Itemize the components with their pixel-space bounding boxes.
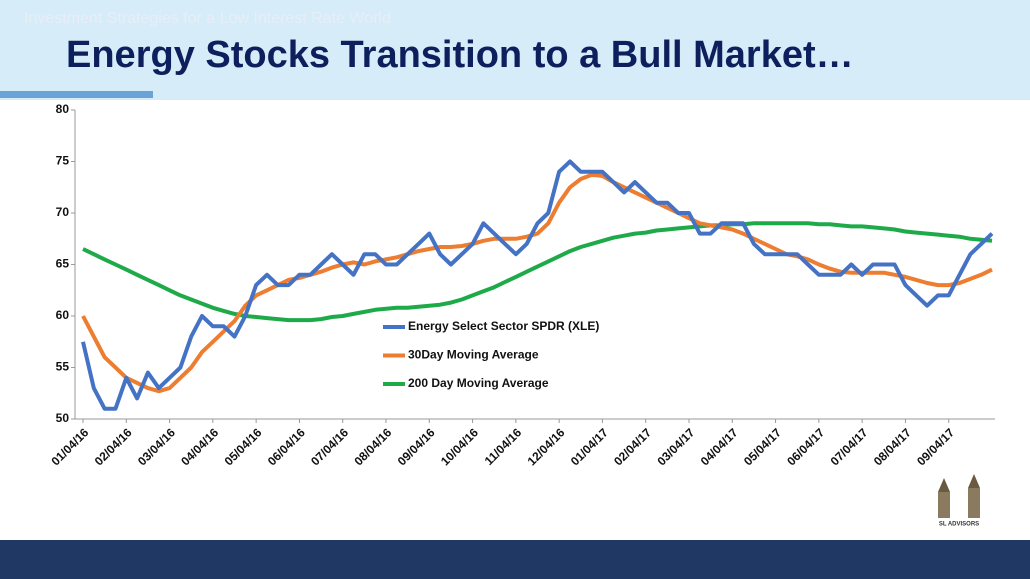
- x-tick-label: 04/04/16: [178, 425, 221, 468]
- y-tick-label: 65: [56, 257, 70, 271]
- logo-tower: [938, 492, 950, 518]
- x-tick-label: 08/04/17: [871, 425, 914, 468]
- x-tick-label: 07/04/17: [828, 425, 871, 468]
- x-tick-label: 02/04/16: [92, 425, 135, 468]
- y-tick-label: 80: [56, 102, 70, 116]
- header: [0, 0, 1030, 100]
- slide-title: Energy Stocks Transition to a Bull Marke…: [66, 34, 854, 76]
- logo-tower: [968, 488, 980, 518]
- y-tick-label: 75: [56, 154, 70, 168]
- x-tick-label: 01/04/17: [568, 425, 611, 468]
- x-tick-label: 06/04/16: [265, 425, 308, 468]
- x-tick-label: 11/04/16: [482, 425, 525, 468]
- x-tick-label: 07/04/16: [308, 425, 351, 468]
- logo-spire: [968, 474, 980, 488]
- y-tick-label: 70: [56, 205, 70, 219]
- series-line: [81, 159, 994, 411]
- x-tick-label: 09/04/16: [395, 425, 438, 468]
- y-tick-label: 55: [56, 360, 70, 374]
- x-tick-label: 12/04/16: [525, 425, 568, 468]
- y-tick-label: 50: [56, 411, 70, 425]
- legend-label: 30Day Moving Average: [408, 348, 539, 362]
- x-tick-label: 05/04/16: [222, 425, 265, 468]
- x-tick-label: 04/04/17: [698, 425, 741, 468]
- x-tick-label: 05/04/17: [741, 425, 784, 468]
- logo: SL ADVISORS: [938, 474, 980, 528]
- x-tick-label: 03/04/17: [654, 425, 697, 468]
- x-tick-label: 06/04/17: [784, 425, 827, 468]
- x-tick-label: 09/04/17: [914, 425, 957, 468]
- x-tick-label: 08/04/16: [351, 425, 394, 468]
- accent-bar: [0, 91, 153, 98]
- x-tick-label: 01/04/16: [48, 425, 91, 468]
- logo-text: SL ADVISORS: [939, 522, 979, 528]
- series-line: [81, 172, 993, 394]
- legend-label: Energy Select Sector SPDR (XLE): [408, 319, 599, 333]
- series-line: [82, 221, 993, 323]
- footer: [0, 540, 1030, 579]
- x-tick-label: 02/04/17: [611, 425, 654, 468]
- logo-spire: [938, 478, 950, 492]
- x-tick-label: 10/04/16: [438, 425, 481, 468]
- y-tick-label: 60: [56, 308, 70, 322]
- legend-label: 200 Day Moving Average: [408, 376, 549, 390]
- x-tick-label: 03/04/16: [135, 425, 178, 468]
- footer-text: Investment Strategies for a Low Interest…: [24, 10, 391, 27]
